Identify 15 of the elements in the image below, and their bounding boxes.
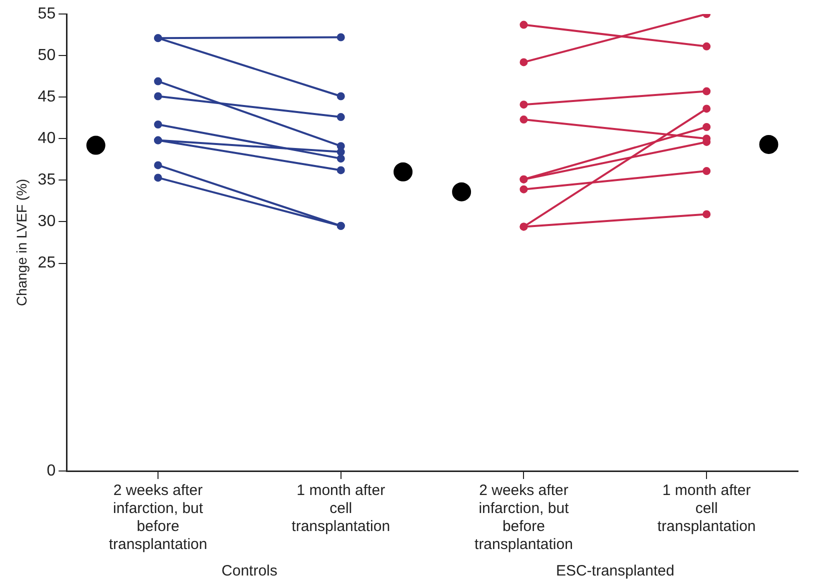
x-tick-label: 1 month after cell transplantation [657,482,756,536]
x-tick-label: 2 weeks after infarction, but before transplantation [474,482,573,554]
x-tick-label: 2 weeks after infarction, but before transplantation [108,482,208,554]
text: Controls [222,562,278,580]
y-tick-label: 40 [38,130,56,148]
y-tick-label: 45 [38,88,56,106]
y-tick-label: 50 [38,46,56,64]
y-tick-label: 30 [38,213,56,230]
y-tick-label: 55 [38,5,56,22]
y-tick-label: 25 [38,254,56,272]
y-axis-title: Change in LVEF (%) [13,178,30,306]
x-tick-label: 1 month after cell transplantation [292,482,390,536]
y-tick-label: 0 [46,462,56,480]
text: ESC-transplanted [556,562,674,580]
y-tick-label: 35 [38,172,56,189]
